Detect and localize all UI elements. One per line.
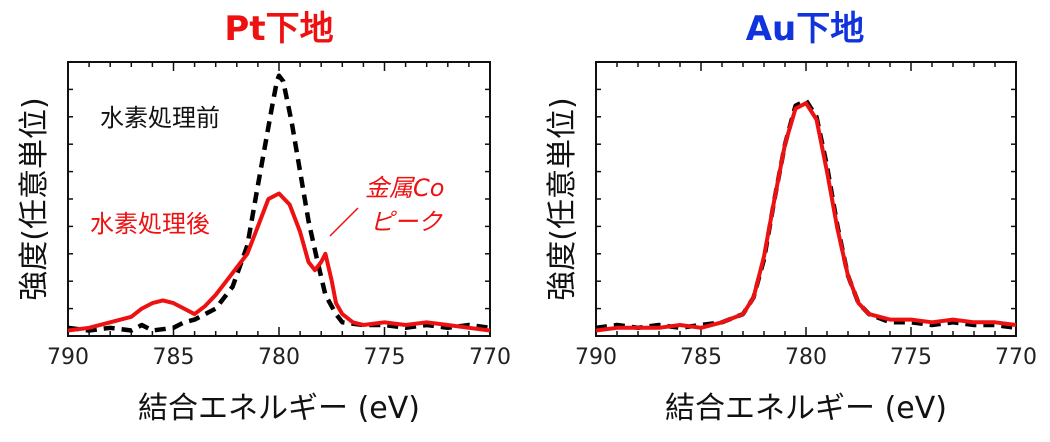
chart-au: Au下地 790 785 780 775 770 結合エネルギー (eV) 強度… bbox=[545, 9, 1037, 426]
x-ticks-au bbox=[595, 62, 1017, 336]
x-tick-label: 770 bbox=[469, 345, 511, 370]
x-tick-label: 770 bbox=[995, 345, 1037, 370]
x-tick-label: 775 bbox=[890, 345, 932, 370]
series-line-dashed bbox=[595, 98, 1017, 331]
x-tick-label: 790 bbox=[47, 345, 89, 370]
x-axis-label-au: 結合エネルギー (eV) bbox=[665, 391, 947, 426]
annotation-leader-line bbox=[329, 207, 359, 237]
x-tick-label: 780 bbox=[258, 345, 300, 370]
annotation-before-treatment: 水素処理前 bbox=[100, 104, 220, 132]
x-ticks-pt bbox=[67, 62, 491, 336]
x-tick-label: 785 bbox=[680, 345, 722, 370]
x-tick-label: 790 bbox=[575, 345, 617, 370]
series-line-solid bbox=[67, 191, 491, 333]
x-tick-label: 775 bbox=[364, 345, 406, 370]
chart-pt: Pt下地 790 785 780 775 770 水素処理前 水素処理後 金属C… bbox=[17, 9, 511, 426]
x-tick-label: 780 bbox=[785, 345, 827, 370]
x-axis-label-pt: 結合エネルギー (eV) bbox=[138, 391, 420, 426]
annotation-after-treatment: 水素処理後 bbox=[90, 210, 210, 238]
chart-title-au: Au下地 bbox=[746, 9, 865, 49]
y-axis-label-pt: 強度(任意単位) bbox=[17, 97, 52, 300]
x-tick-label: 785 bbox=[153, 345, 195, 370]
annotation-metal-co: 金属Co bbox=[365, 174, 444, 202]
series-line-solid bbox=[595, 101, 1017, 333]
annotation-peak: ピーク bbox=[370, 208, 443, 236]
y-axis-label-au: 強度(任意単位) bbox=[545, 97, 580, 300]
chart-title-pt: Pt下地 bbox=[224, 9, 333, 49]
series-line-dashed bbox=[67, 73, 491, 333]
